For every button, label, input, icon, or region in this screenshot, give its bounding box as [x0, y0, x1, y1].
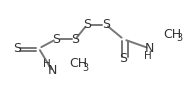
- Text: S: S: [83, 18, 91, 31]
- Text: H: H: [144, 51, 151, 61]
- Text: S: S: [13, 42, 21, 55]
- Text: N: N: [48, 64, 57, 77]
- Text: 3: 3: [176, 33, 182, 43]
- Text: CH: CH: [163, 28, 181, 41]
- Text: S: S: [52, 33, 60, 46]
- Text: S: S: [102, 18, 110, 31]
- Text: 3: 3: [83, 63, 89, 73]
- Text: CH: CH: [70, 57, 88, 70]
- Text: H: H: [43, 59, 51, 69]
- Text: N: N: [145, 42, 154, 55]
- Text: S: S: [120, 52, 128, 65]
- Text: S: S: [71, 33, 79, 46]
